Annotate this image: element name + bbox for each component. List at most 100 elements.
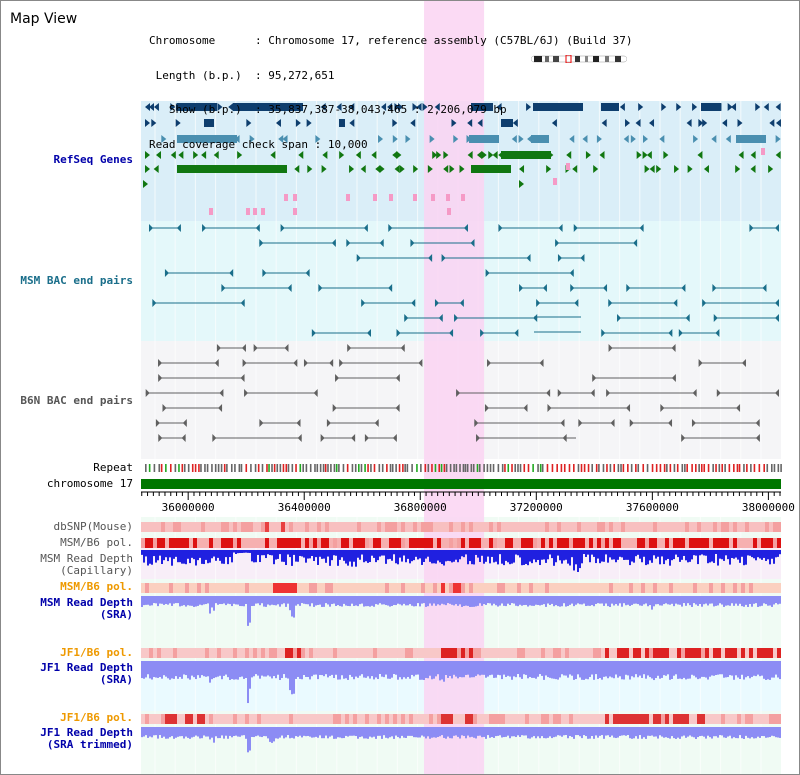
- pol-cell: [377, 714, 381, 724]
- depth-bar: [163, 727, 165, 737]
- depth-bar: [255, 596, 257, 604]
- depth-bar: [367, 596, 369, 607]
- depth-bar: [561, 727, 563, 737]
- pol-cell: [245, 538, 249, 548]
- depth-bar: [719, 727, 721, 736]
- depth-bar: [535, 661, 537, 679]
- pol-cell: [381, 583, 385, 593]
- pol-cell: [409, 522, 413, 532]
- pink-feature: [246, 208, 250, 215]
- depth-bar: [479, 550, 481, 562]
- chromosome-ideogram[interactable]: [531, 55, 627, 63]
- depth-bar: [493, 596, 495, 604]
- depth-bar: [269, 550, 271, 556]
- bac-end-marker: [736, 404, 741, 412]
- depth-bar: [723, 727, 725, 738]
- pol-cell: [321, 714, 325, 724]
- repeat-mark: [295, 464, 297, 472]
- pink-feature: [293, 208, 297, 215]
- pol-cell: [649, 522, 653, 532]
- pol-cell: [349, 583, 353, 593]
- bac-end-marker: [255, 224, 260, 232]
- depth-bar: [779, 727, 781, 738]
- pol-cell: [161, 583, 165, 593]
- pol-cell: [401, 522, 405, 532]
- depth-bar: [431, 661, 433, 680]
- pol-cell: [465, 583, 469, 593]
- depth-bar: [545, 661, 547, 676]
- depth-bar: [273, 727, 275, 742]
- pol-cell: [221, 583, 225, 593]
- pol-cell: [557, 714, 561, 724]
- depth-bar: [339, 550, 341, 560]
- depth-bar: [657, 727, 659, 739]
- depth-bar: [665, 727, 667, 738]
- depth-bar: [569, 596, 571, 605]
- depth-bar: [321, 661, 323, 676]
- pol-cell: [513, 714, 517, 724]
- track-label-msm-b6-pol-2: MSM/B6 pol.: [60, 580, 133, 593]
- depth-bar: [501, 727, 503, 738]
- depth-bar: [603, 727, 605, 739]
- depth-bar: [597, 661, 599, 680]
- pol-cell: [573, 714, 577, 724]
- depth-bar: [605, 550, 607, 555]
- depth-bar: [211, 596, 213, 608]
- depth-bar: [577, 550, 579, 572]
- depth-bar: [767, 661, 769, 680]
- repeat-mark: [507, 464, 510, 472]
- repeat-mark: [539, 464, 542, 472]
- pol-cell: [645, 583, 649, 593]
- gene-arrow: [737, 119, 743, 127]
- depth-bar: [161, 661, 163, 679]
- depth-bar: [391, 727, 393, 737]
- pol-cell: [153, 714, 157, 724]
- depth-bar: [631, 550, 633, 562]
- pol-cell: [501, 648, 505, 658]
- bac-end-marker: [326, 419, 331, 427]
- pol-cell: [409, 583, 413, 593]
- repeat-mark: [257, 464, 260, 472]
- depth-bar: [663, 596, 665, 605]
- depth-bar: [617, 550, 619, 560]
- pol-cell: [465, 714, 469, 724]
- pol-cell: [629, 522, 633, 532]
- depth-bar: [559, 661, 561, 678]
- pol-cell: [301, 714, 305, 724]
- bac-end-marker: [303, 359, 308, 367]
- pol-cell: [725, 538, 729, 548]
- depth-bar: [417, 727, 419, 738]
- gene-arrow: [432, 151, 438, 159]
- pol-cell: [201, 648, 205, 658]
- repeat-mark: [659, 464, 662, 472]
- pol-cell: [205, 583, 209, 593]
- depth-bar: [657, 550, 659, 557]
- gene-arrow: [775, 135, 781, 143]
- depth-bar: [179, 550, 181, 563]
- gene-arrow: [619, 103, 625, 111]
- pol-cell: [257, 648, 261, 658]
- depth-bar: [637, 550, 639, 555]
- depth-bar: [609, 661, 611, 677]
- gene-arrow: [217, 103, 223, 111]
- depth-bar: [197, 550, 199, 561]
- depth-bar: [553, 661, 555, 679]
- pol-cell: [321, 648, 325, 658]
- pol-cell: [645, 714, 649, 724]
- pol-cell: [597, 522, 601, 532]
- pol-cell: [625, 522, 629, 532]
- depth-bar: [761, 550, 763, 560]
- depth-bar: [457, 596, 459, 606]
- bac-end-marker: [498, 224, 503, 232]
- pol-cell: [281, 522, 285, 532]
- depth-bar: [257, 550, 259, 555]
- pol-cell: [773, 714, 777, 724]
- depth-bar: [411, 727, 413, 736]
- pol-cell: [629, 538, 633, 548]
- depth-bar: [579, 727, 581, 737]
- pol-cell: [493, 583, 497, 593]
- ideogram-position-marker[interactable]: [565, 55, 572, 63]
- depth-bar: [249, 727, 251, 751]
- depth-bar: [749, 727, 751, 739]
